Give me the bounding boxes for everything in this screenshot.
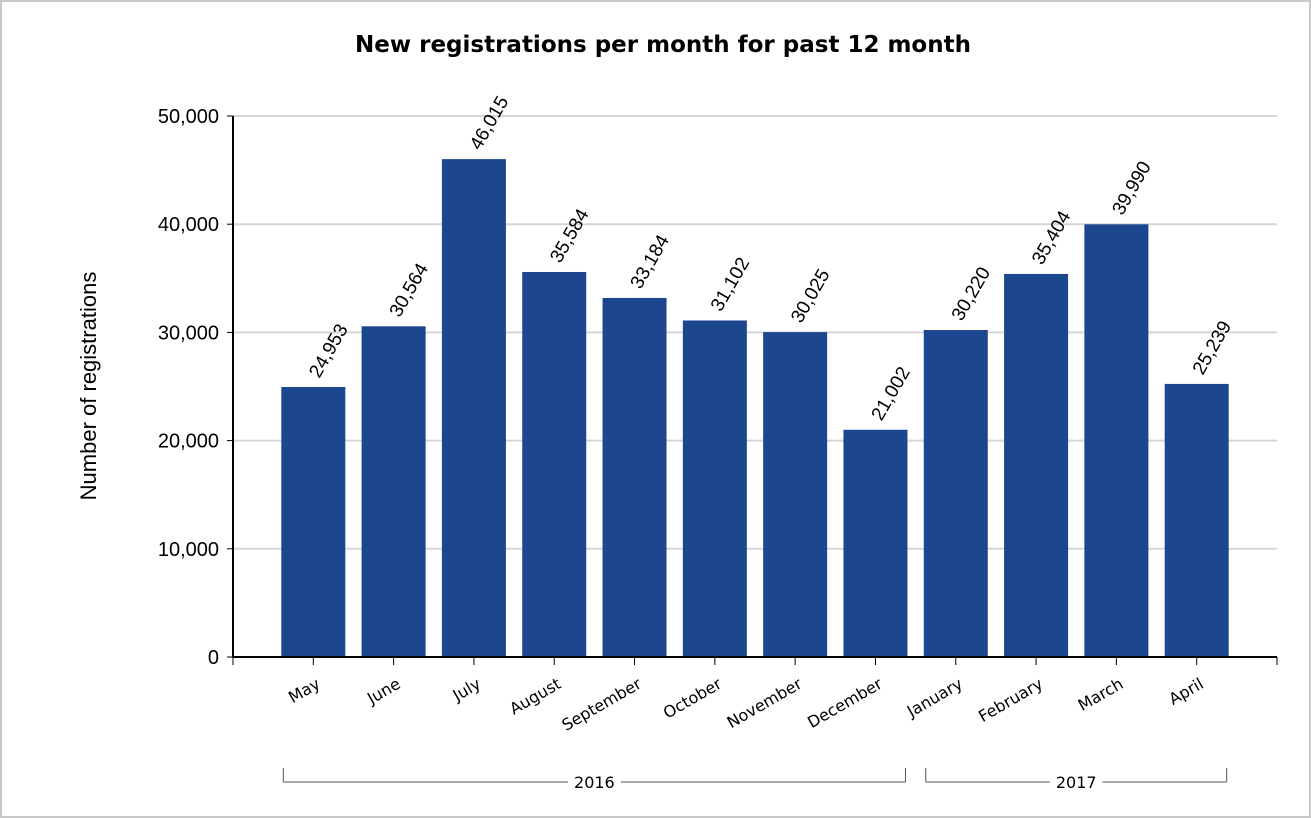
chart-title: New registrations per month for past 12 … <box>355 32 971 58</box>
value-label: 31,102 <box>707 254 754 315</box>
x-tick-label: November <box>724 674 806 732</box>
x-tick-label: July <box>449 674 484 705</box>
bar <box>682 320 747 657</box>
group-label: 2017 <box>1056 773 1097 792</box>
bar <box>602 297 667 657</box>
x-tick-label: August <box>506 674 564 718</box>
value-label: 24,953 <box>305 321 352 382</box>
value-label: 35,584 <box>546 205 593 266</box>
value-label: 39,990 <box>1109 158 1156 219</box>
x-tick-label: May <box>285 674 323 707</box>
bar <box>763 332 828 657</box>
value-label: 46,015 <box>466 93 513 154</box>
bar <box>1004 273 1069 657</box>
x-tick-label: January <box>903 674 966 721</box>
bar <box>522 271 587 657</box>
y-axis-label: Number of registrations <box>76 272 101 501</box>
value-label: 30,220 <box>948 264 995 325</box>
x-tick-label: February <box>975 674 1046 726</box>
y-tick-label: 0 <box>208 647 219 669</box>
bar <box>1164 383 1229 657</box>
y-tick-label: 10,000 <box>158 539 219 561</box>
group-label: 2016 <box>574 773 615 792</box>
bar <box>923 330 988 657</box>
bar <box>281 387 346 657</box>
bar <box>361 326 426 657</box>
value-label: 35,404 <box>1028 207 1075 268</box>
x-tick-label: December <box>804 674 886 732</box>
y-tick-label: 50,000 <box>158 106 219 128</box>
y-tick-label: 40,000 <box>158 214 219 236</box>
bar <box>843 429 908 657</box>
x-tick-label: June <box>363 674 404 708</box>
x-tick-label: March <box>1075 674 1127 715</box>
bar <box>441 159 506 657</box>
x-tick-label: April <box>1166 674 1207 709</box>
value-label: 33,184 <box>627 231 674 292</box>
y-tick-label: 30,000 <box>158 322 219 344</box>
y-tick-label: 20,000 <box>158 431 219 453</box>
value-label: 30,564 <box>386 260 433 321</box>
value-label: 21,002 <box>868 363 915 424</box>
x-tick-label: September <box>558 674 644 735</box>
value-label: 25,239 <box>1189 318 1236 379</box>
x-tick-label: October <box>660 674 725 723</box>
value-label: 30,025 <box>787 266 834 327</box>
bar <box>1084 224 1149 657</box>
